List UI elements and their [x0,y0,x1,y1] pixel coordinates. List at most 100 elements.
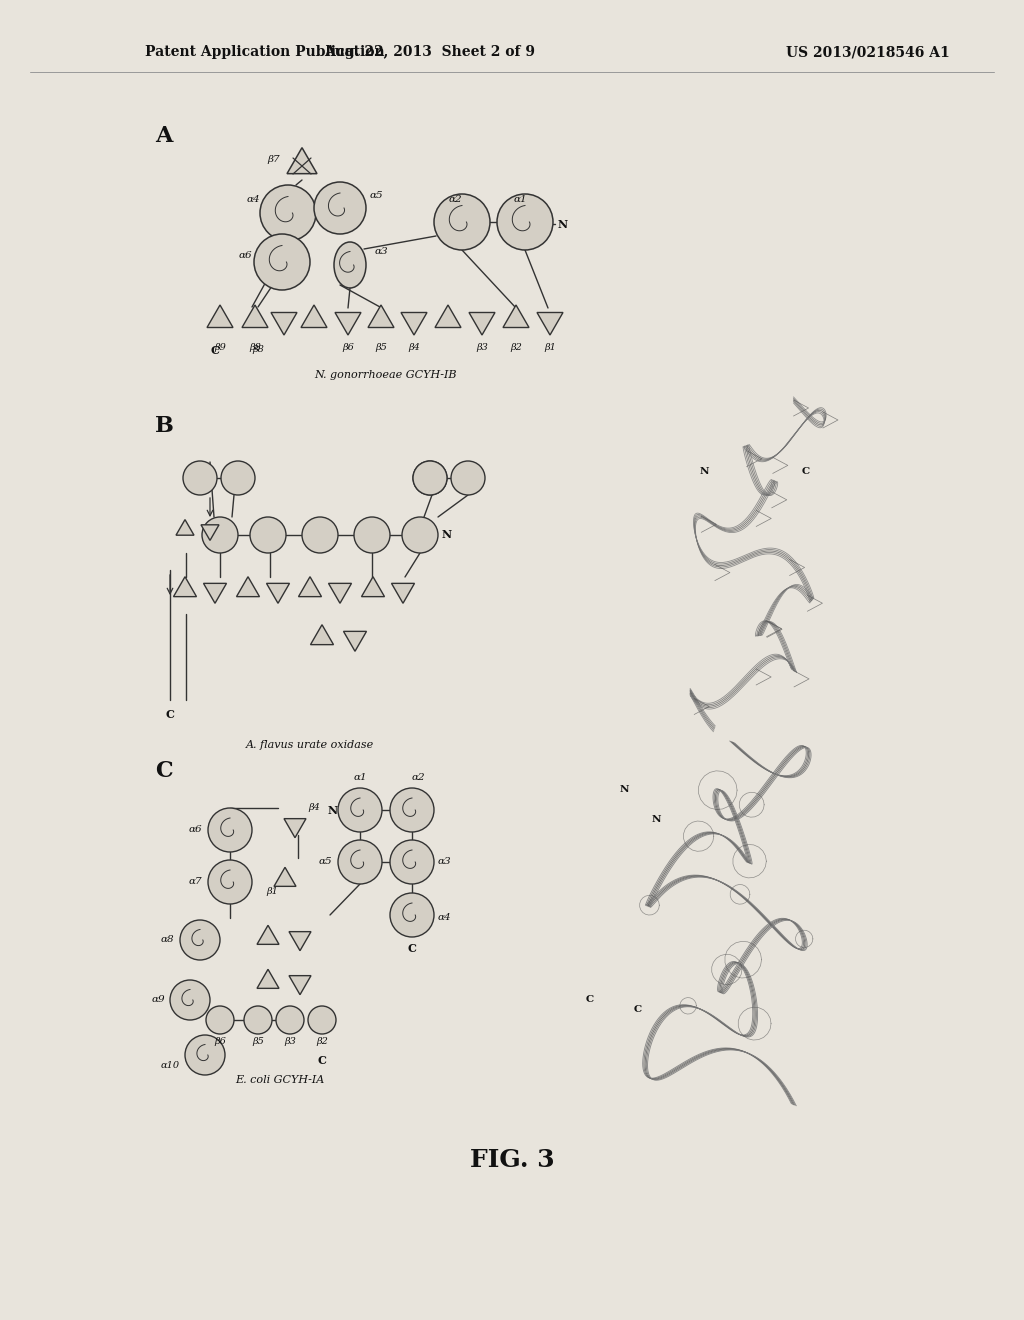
Text: α6: α6 [188,825,202,834]
Text: α10: α10 [161,1060,180,1069]
Polygon shape [299,577,322,597]
Text: C: C [211,345,219,355]
Circle shape [208,808,252,851]
Polygon shape [537,313,563,335]
Circle shape [208,861,252,904]
Polygon shape [503,305,529,327]
Circle shape [183,461,217,495]
Text: α8: α8 [161,936,174,945]
Circle shape [302,517,338,553]
Text: N: N [558,219,568,230]
Text: N. gonorrhoeae GCYH-IB: N. gonorrhoeae GCYH-IB [313,370,457,380]
Polygon shape [176,520,194,535]
Polygon shape [242,305,268,327]
Circle shape [314,182,366,234]
Circle shape [413,461,447,495]
Circle shape [202,517,238,553]
Text: E. coli GCYH-IA: E. coli GCYH-IA [236,1074,325,1085]
Text: β4: β4 [308,804,319,813]
Text: β9: β9 [214,343,226,352]
Polygon shape [266,583,290,603]
Text: β1: β1 [266,887,278,896]
Circle shape [250,517,286,553]
Text: N: N [620,785,630,795]
Circle shape [244,1006,272,1034]
Text: β8: β8 [252,346,264,355]
Text: β7: β7 [267,156,280,165]
Polygon shape [335,313,361,335]
Text: N: N [652,816,662,825]
Text: α5: α5 [370,191,384,201]
Polygon shape [257,969,279,989]
Polygon shape [343,631,367,651]
Polygon shape [329,583,351,603]
Polygon shape [204,583,226,603]
Polygon shape [401,313,427,335]
Polygon shape [391,583,415,603]
Polygon shape [469,313,495,335]
Text: α4: α4 [247,195,260,205]
Polygon shape [368,305,394,327]
Circle shape [170,979,210,1020]
Circle shape [260,185,316,242]
Circle shape [185,1035,225,1074]
Circle shape [402,517,438,553]
Text: N: N [442,529,453,540]
Text: β4: β4 [408,343,420,352]
Text: β8: β8 [249,343,261,352]
Circle shape [434,194,490,249]
Polygon shape [207,305,233,327]
Polygon shape [274,867,296,886]
Text: α1: α1 [353,774,367,783]
Circle shape [354,517,390,553]
Text: C: C [317,1055,327,1065]
Text: C: C [155,760,173,781]
Circle shape [338,788,382,832]
Polygon shape [287,148,317,174]
Text: α2: α2 [449,195,462,205]
Polygon shape [173,577,197,597]
Text: α7: α7 [188,878,202,887]
Polygon shape [289,932,311,950]
Circle shape [221,461,255,495]
Circle shape [413,461,447,495]
Polygon shape [289,975,311,995]
Text: β5: β5 [375,343,387,352]
Polygon shape [257,925,279,944]
Text: α2: α2 [412,774,425,783]
Text: C: C [802,467,810,477]
Circle shape [390,788,434,832]
Text: α3: α3 [438,858,452,866]
Text: α4: α4 [438,913,452,923]
Text: A. flavus urate oxidase: A. flavus urate oxidase [246,741,374,750]
Circle shape [451,461,485,495]
Text: C: C [408,942,417,953]
Text: C: C [634,1006,642,1015]
Text: Aug. 22, 2013  Sheet 2 of 9: Aug. 22, 2013 Sheet 2 of 9 [325,45,536,59]
Circle shape [206,1006,234,1034]
Circle shape [308,1006,336,1034]
Text: β3: β3 [476,343,488,352]
Text: α3: α3 [375,248,389,256]
Circle shape [390,840,434,884]
Polygon shape [237,577,259,597]
Polygon shape [435,305,461,327]
Text: US 2013/0218546 A1: US 2013/0218546 A1 [786,45,950,59]
Text: Patent Application Publication: Patent Application Publication [145,45,385,59]
Polygon shape [361,577,384,597]
Text: C: C [166,710,174,721]
Text: N: N [700,467,710,477]
Text: B: B [155,414,174,437]
Text: β1: β1 [544,343,556,352]
Text: β6: β6 [342,343,354,352]
Polygon shape [271,313,297,335]
Text: β5: β5 [252,1038,264,1047]
Text: α5: α5 [318,858,332,866]
Polygon shape [284,818,306,838]
Text: α9: α9 [152,995,165,1005]
Circle shape [338,840,382,884]
Text: β3: β3 [284,1038,296,1047]
Polygon shape [201,525,219,540]
Text: A: A [155,125,172,147]
Circle shape [254,234,310,290]
